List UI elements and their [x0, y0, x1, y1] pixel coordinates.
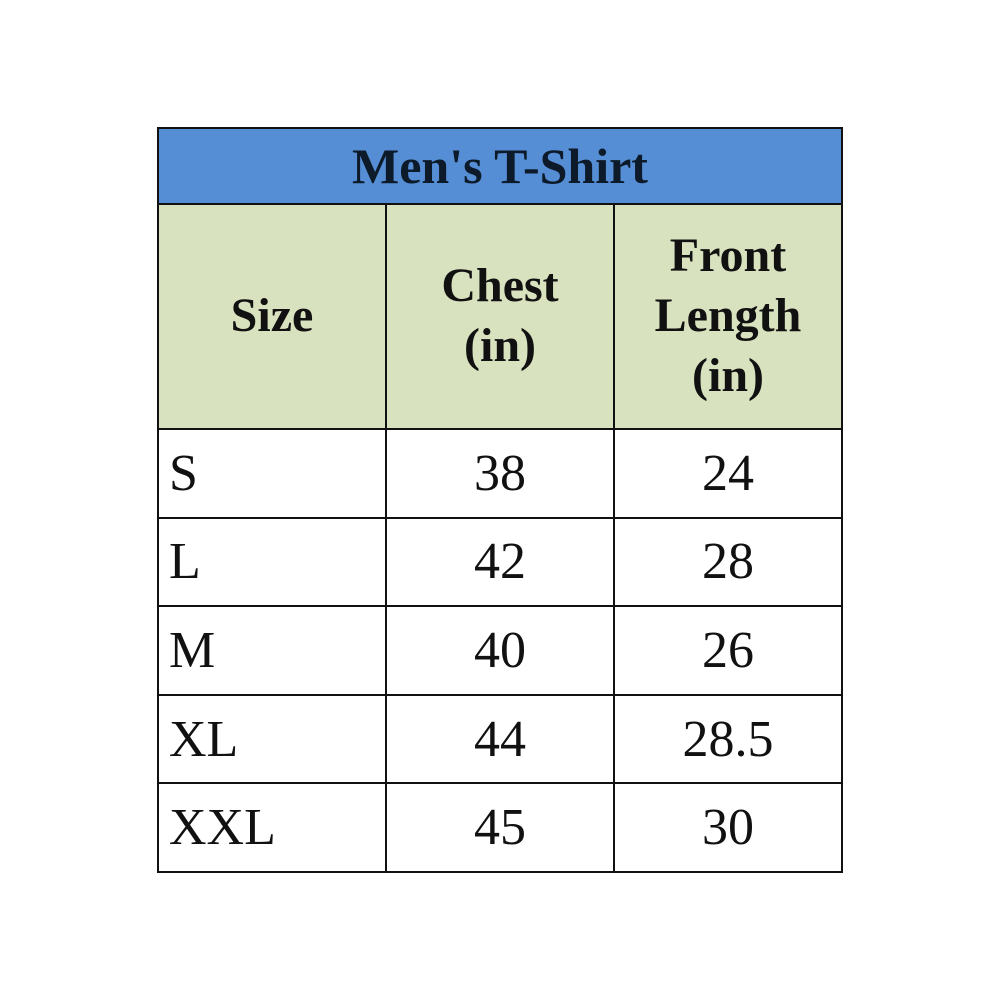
cell-front-length: 24 [613, 428, 843, 519]
cell-front-length: 26 [613, 605, 843, 696]
cell-chest: 38 [385, 428, 615, 519]
cell-chest: 40 [385, 605, 615, 696]
header-chest: Chest (in) [385, 202, 615, 430]
header-row: Size Chest (in) Front Length (in) [157, 202, 843, 430]
cell-size: XXL [157, 782, 387, 873]
table-row: M 40 26 [157, 605, 843, 696]
size-chart-table: Men's T-Shirt Size Chest (in) Front Leng… [157, 127, 843, 873]
cell-front-length: 30 [613, 782, 843, 873]
cell-chest: 45 [385, 782, 615, 873]
table-row: XXL 45 30 [157, 782, 843, 873]
cell-size: S [157, 428, 387, 519]
header-front-length: Front Length (in) [613, 202, 843, 430]
table-row: XL 44 28.5 [157, 693, 843, 785]
table-row: L 42 28 [157, 516, 843, 608]
table-row: S 38 24 [157, 428, 843, 519]
cell-chest: 44 [385, 693, 615, 785]
cell-front-length: 28.5 [613, 693, 843, 785]
header-size: Size [157, 202, 387, 430]
table-title: Men's T-Shirt [157, 127, 843, 205]
cell-chest: 42 [385, 516, 615, 608]
cell-size: M [157, 605, 387, 696]
cell-front-length: 28 [613, 516, 843, 608]
cell-size: L [157, 516, 387, 608]
cell-size: XL [157, 693, 387, 785]
